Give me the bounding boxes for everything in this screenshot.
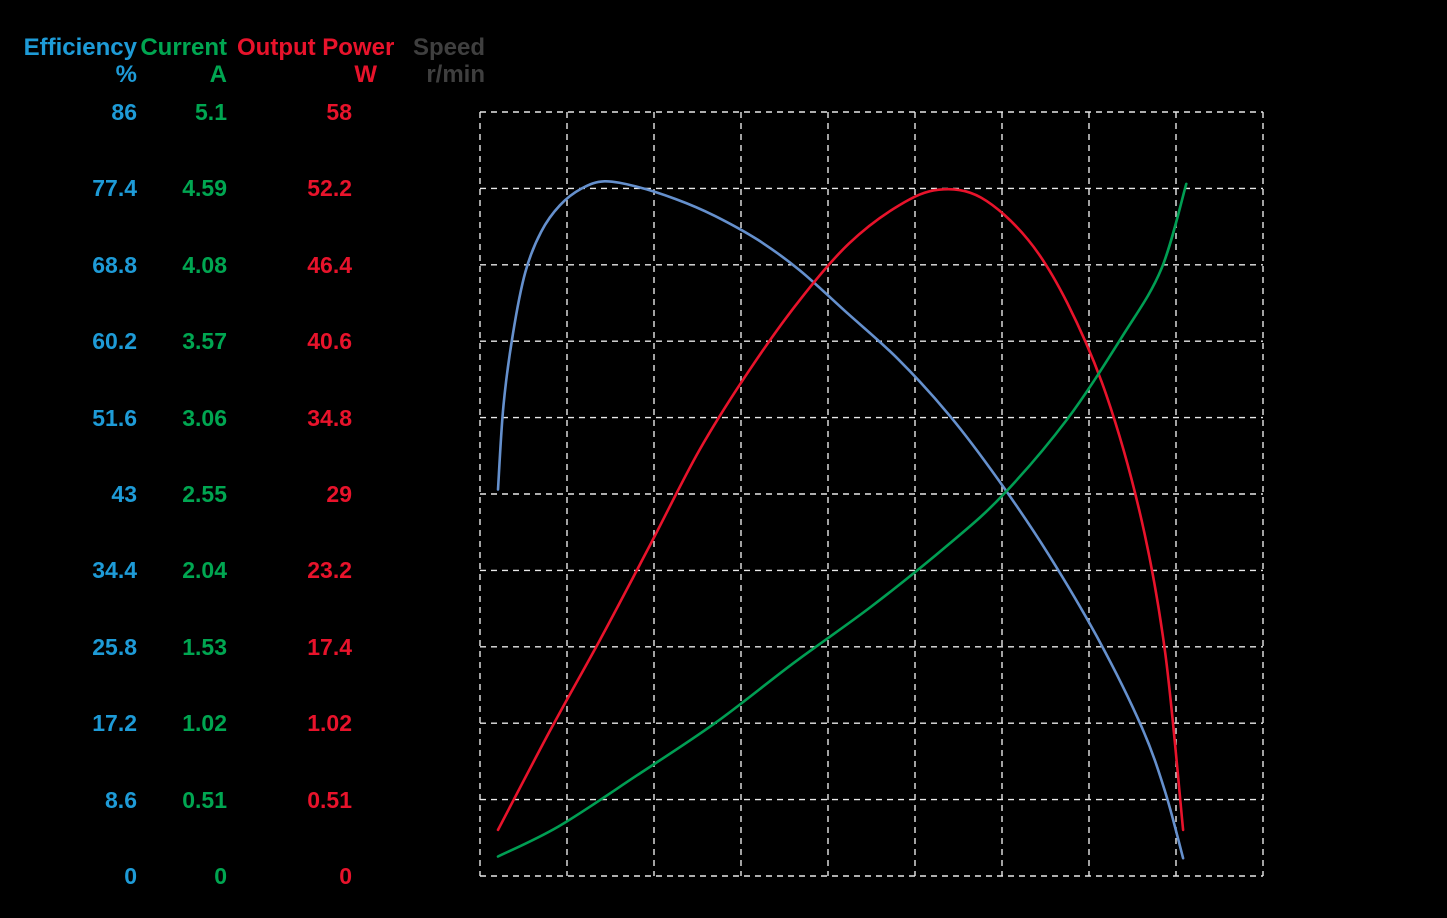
tick-label-efficiency: 17.2 (92, 710, 137, 737)
tick-label-output_power: 58 (326, 99, 352, 125)
tick-label-current: 0.51 (182, 786, 227, 813)
tick-label-output_power: 46.4 (307, 251, 352, 278)
axis-title-output-power: Output Power (237, 34, 395, 61)
tick-label-current: 3.57 (182, 328, 227, 355)
tick-label-current: 1.53 (182, 633, 227, 660)
tick-label-output_power: 29 (326, 481, 352, 507)
tick-label-output_power: 52.2 (307, 175, 352, 202)
axis-unit-output-power: W (354, 61, 377, 88)
tick-label-output_power: 17.4 (307, 633, 352, 660)
tick-label-efficiency: 0 (124, 863, 137, 889)
tick-label-efficiency: 86 (111, 99, 137, 125)
curve-output_power (496, 187, 1185, 832)
tick-label-output_power: 1.02 (307, 710, 352, 737)
tick-label-efficiency: 43 (111, 481, 137, 507)
axis-title-current: Current (140, 34, 227, 61)
tick-label-output_power: 0 (339, 863, 352, 889)
tick-label-current: 4.08 (182, 251, 227, 278)
tick-label-current: 0 (214, 863, 227, 889)
tick-label-efficiency: 34.4 (92, 557, 137, 584)
tick-label-current: 3.06 (182, 404, 227, 431)
tick-label-efficiency: 25.8 (92, 633, 137, 660)
axis-unit-efficiency: % (115, 61, 137, 88)
curve-efficiency (496, 179, 1185, 860)
tick-label-efficiency: 60.2 (92, 328, 137, 355)
tick-label-efficiency: 68.8 (92, 251, 137, 278)
axis-title-efficiency: Efficiency (23, 34, 137, 61)
tick-label-output_power: 23.2 (307, 557, 352, 584)
tick-label-current: 5.1 (195, 99, 227, 125)
axis-unit-current: A (209, 61, 227, 88)
curve-current (496, 182, 1188, 858)
tick-label-efficiency: 51.6 (92, 404, 137, 431)
tick-label-current: 2.55 (182, 481, 227, 507)
tick-label-efficiency: 8.6 (105, 786, 137, 813)
tick-label-current: 2.04 (182, 557, 227, 584)
tick-label-output_power: 0.51 (307, 786, 352, 813)
axis-unit-speed: r/min (426, 61, 485, 88)
axis-title-speed: Speed (412, 34, 485, 61)
tick-label-output_power: 40.6 (307, 328, 352, 355)
tick-label-output_power: 34.8 (307, 404, 352, 431)
tick-label-current: 1.02 (182, 710, 227, 737)
tick-label-efficiency: 77.4 (92, 175, 137, 202)
tick-label-current: 4.59 (182, 175, 227, 202)
